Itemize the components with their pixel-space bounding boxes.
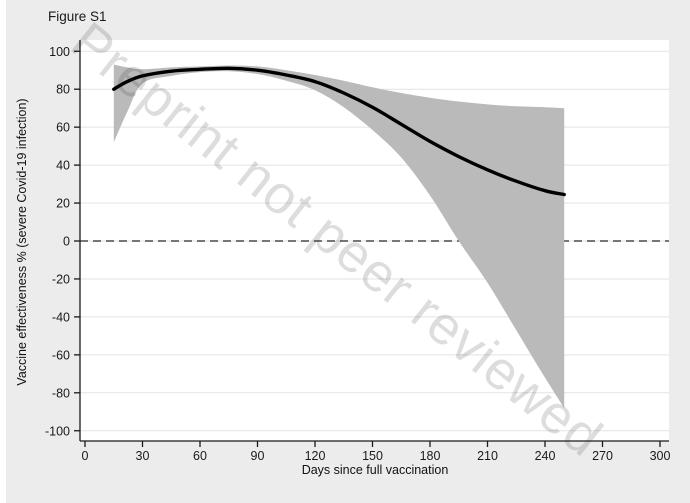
vaccine-effectiveness-chart: -100 -80 -60 -40 -20 0 20 40 60 80 100 0 30 60 90 120 15…	[45, 40, 671, 463]
x-tick-label: 60	[193, 449, 207, 463]
y-tick-label: -20	[52, 272, 70, 286]
y-tick-label: 60	[56, 121, 70, 135]
y-tick-label: 0	[63, 235, 70, 249]
x-tick-label: 180	[420, 449, 441, 463]
confidence-band	[113, 64, 565, 408]
x-tick-label: 150	[362, 449, 383, 463]
y-tick-label: -100	[45, 424, 70, 438]
x-tick-label: 240	[535, 449, 556, 463]
y-tick-label: 40	[56, 159, 70, 173]
x-tick-label: 270	[592, 449, 613, 463]
y-tick-label: -60	[52, 348, 70, 362]
x-tick-label: 30	[136, 449, 150, 463]
x-tick-label: 0	[82, 449, 89, 463]
x-tick-label: 210	[477, 449, 498, 463]
y-tick-label: 80	[56, 83, 70, 97]
effectiveness-curve	[112, 66, 566, 197]
figure-title: Figure S1	[48, 9, 107, 24]
y-tick-label: -80	[52, 386, 70, 400]
y-tick-label: -40	[52, 310, 70, 324]
x-tick-label: 90	[251, 449, 265, 463]
y-tick-label: 100	[49, 45, 70, 59]
x-tick-label: 300	[650, 449, 671, 463]
x-axis-title: Days since full vaccination	[301, 463, 449, 477]
y-tick-label: 20	[56, 197, 70, 211]
figure-panel: Figure S1 -100 -80 -60 -40 -20 0 20 40 60 80 100 0 3…	[6, 0, 690, 503]
y-axis-title: Vaccine effectiveness % (severe Covid-19…	[15, 98, 29, 386]
x-tick-label: 120	[305, 449, 326, 463]
